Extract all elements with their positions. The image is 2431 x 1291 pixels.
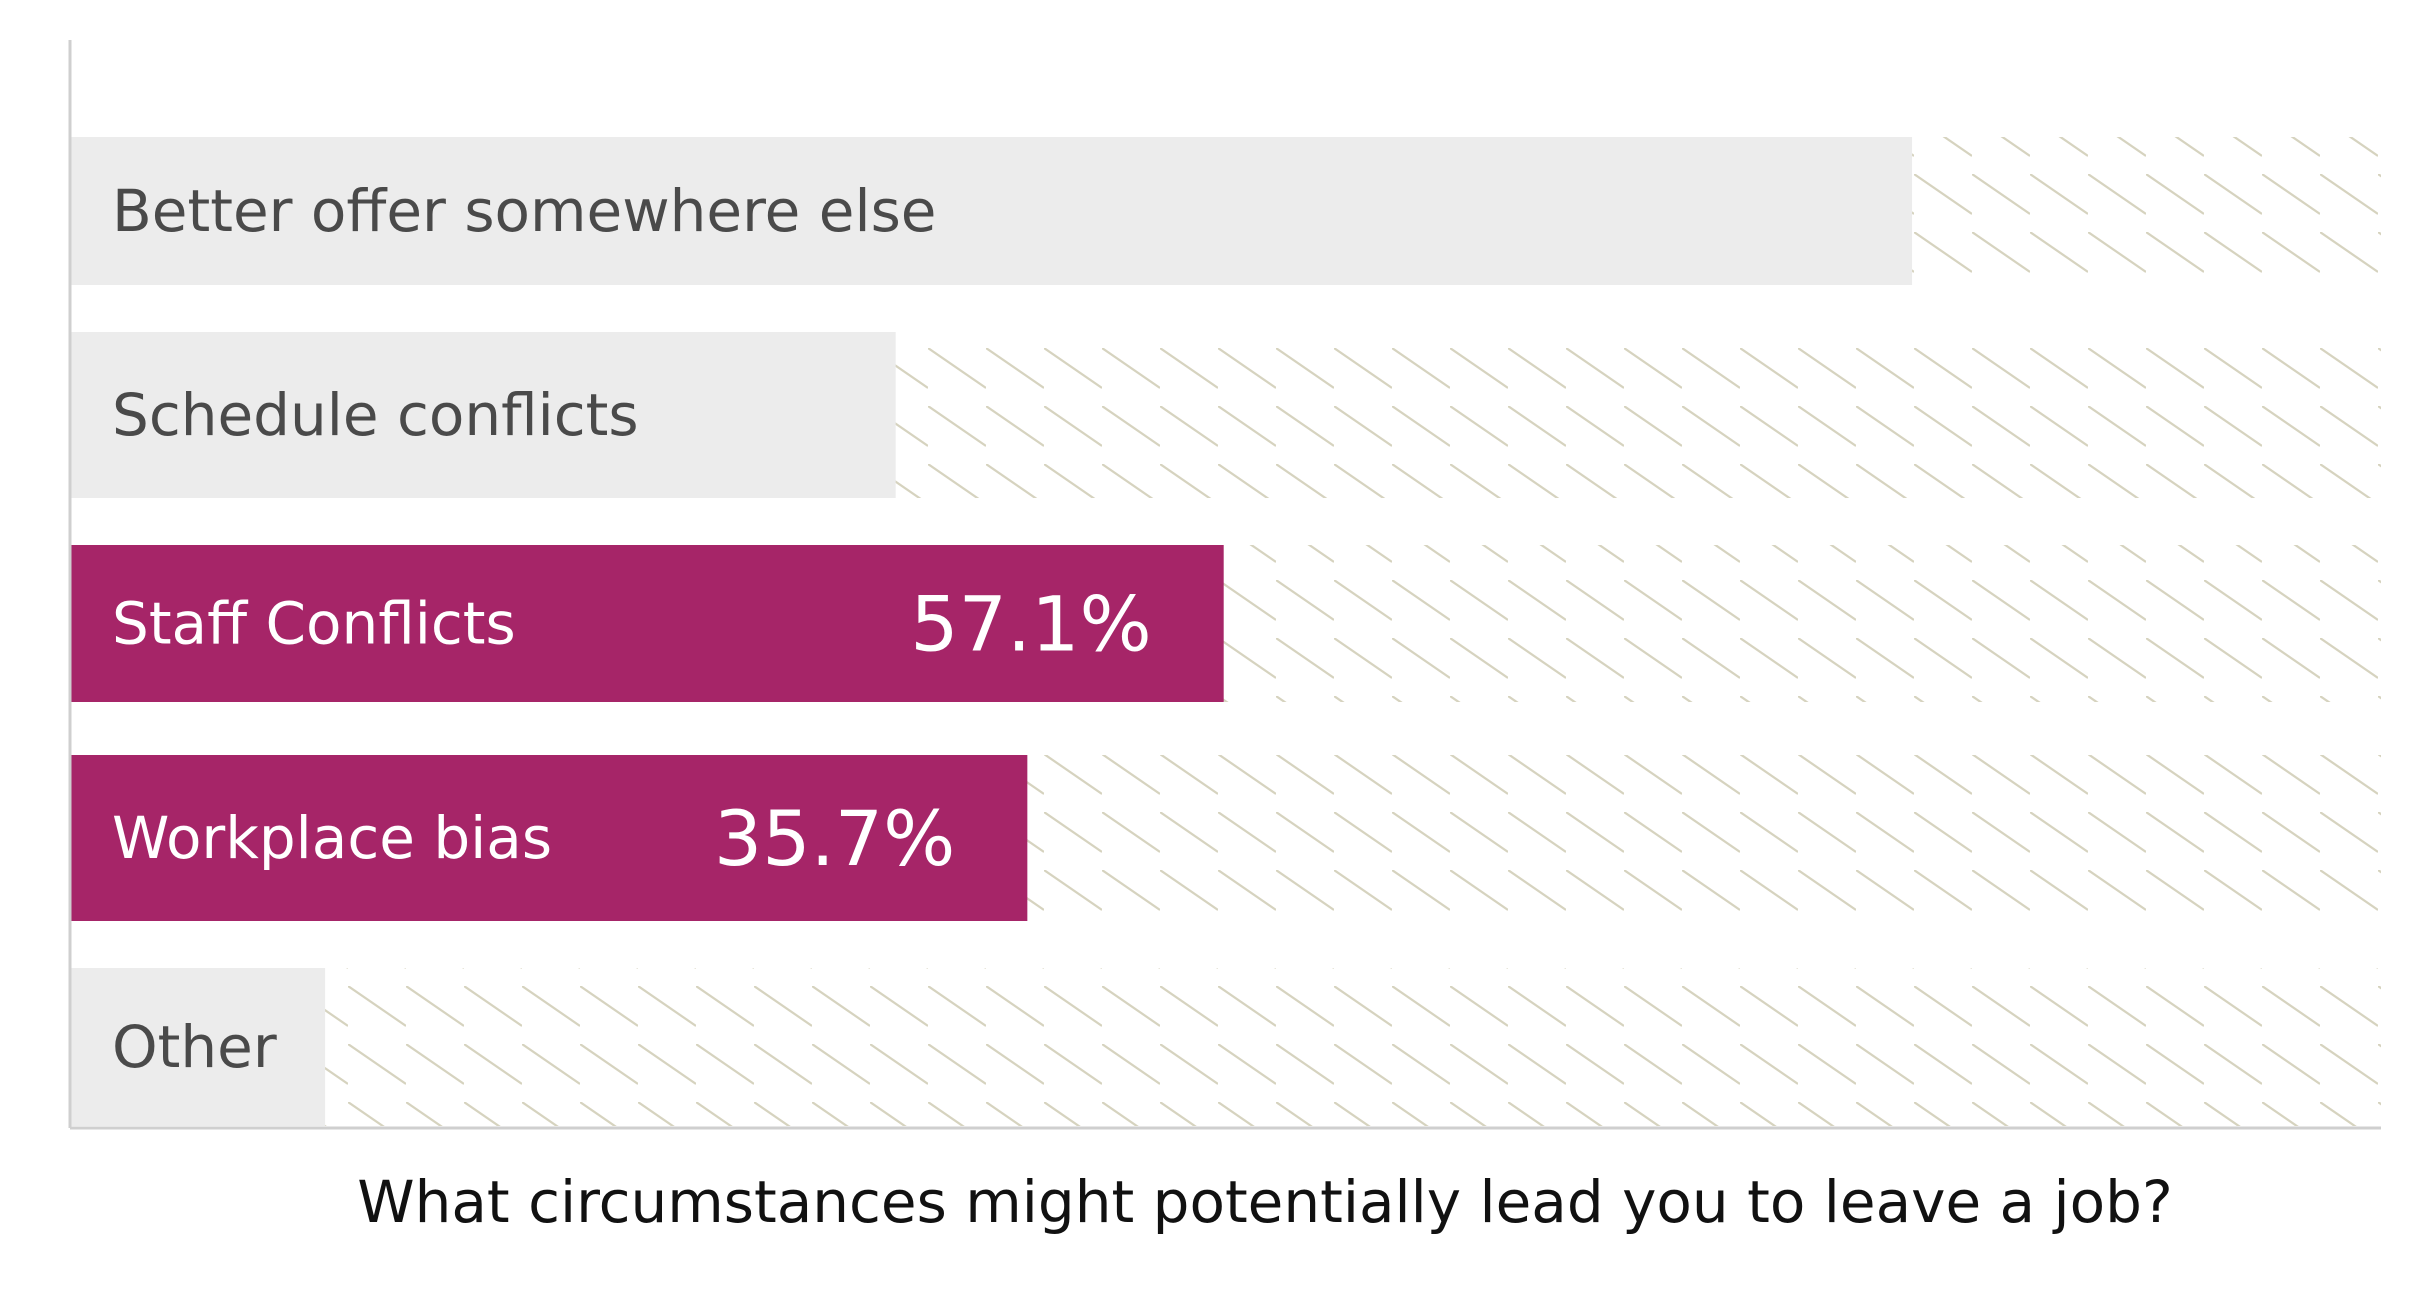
- category-label: Workplace bias: [112, 804, 552, 872]
- bar: [71, 137, 1913, 285]
- data-label: 57.1%: [910, 580, 1151, 669]
- category-labels: Better offer somewhere else Schedule conf…: [112, 177, 937, 1081]
- bar-tracks: [71, 137, 2381, 1126]
- category-label: Schedule conflicts: [112, 381, 639, 449]
- category-label: Staff Conflicts: [112, 590, 516, 658]
- x-axis-label: What circumstances might potentially lea…: [357, 1168, 2173, 1236]
- category-label: Other: [112, 1013, 277, 1081]
- category-label: Better offer somewhere else: [112, 177, 937, 245]
- value-labels: 57.1% 35.7%: [714, 580, 1152, 884]
- data-label: 35.7%: [714, 794, 955, 883]
- bar-track: [71, 968, 2381, 1126]
- bar: [71, 968, 326, 1126]
- bars: [71, 137, 1913, 1126]
- bar: [71, 332, 896, 498]
- bar: [71, 545, 1224, 702]
- bar: [71, 755, 1028, 921]
